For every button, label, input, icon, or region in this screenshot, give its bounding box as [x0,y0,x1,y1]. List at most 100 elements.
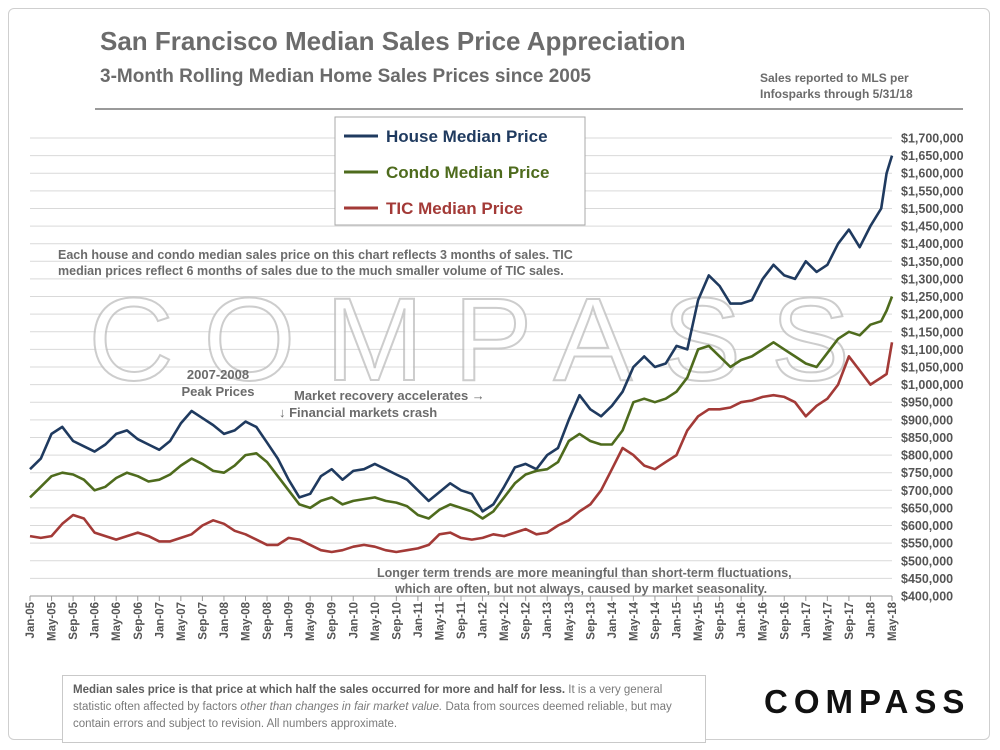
x-tick-label: Sep-11 [456,601,468,639]
x-tick-label: May-13 [564,602,576,641]
trend-note-line1: Longer term trends are more meaningful t… [377,566,792,580]
source-note-line2: Infosparks through 5/31/18 [760,87,913,101]
x-tick-label: Sep-07 [197,602,209,640]
x-tick-label: May-17 [822,602,834,641]
y-tick-label: $1,350,000 [901,255,964,269]
y-tick-label: $1,700,000 [901,132,964,146]
y-tick-label: $650,000 [901,501,953,515]
x-tick-label: May-07 [176,602,188,641]
legend-label-tic: TIC Median Price [386,199,523,218]
x-tick-label: Sep-17 [844,602,856,640]
y-tick-label: $1,150,000 [901,325,964,339]
gridlines [30,137,892,597]
x-tick-label: Sep-14 [650,601,662,639]
x-tick-label: May-14 [628,601,640,641]
x-tick-label: May-06 [111,602,123,641]
x-tick-label: Jan-16 [736,602,748,638]
y-tick-label: $800,000 [901,449,953,463]
y-tick-label: $550,000 [901,537,953,551]
house-series-line [29,155,894,513]
y-axis: $400,000 $450,000 $500,000 $550,000 $600,000… [901,132,964,604]
x-tick-label: May-15 [693,601,705,641]
y-tick-label: $1,450,000 [901,220,964,234]
y-tick-label: $500,000 [901,554,953,568]
x-tick-label: May-10 [370,602,382,641]
x-tick-label: Jan-09 [284,602,296,638]
x-axis: Jan-05 May-05 Sep-05 Jan-06 May-06 Sep-06 Jan-… [25,596,899,641]
trend-note-line2: which are often, but not always, caused … [394,582,767,596]
x-tick-label: Sep-16 [779,602,791,640]
peak-label-line1: 2007-2008 [187,367,249,382]
x-tick-label: Sep-10 [391,602,403,640]
y-tick-label: $1,050,000 [901,361,964,375]
y-tick-label: $1,400,000 [901,237,964,251]
y-tick-label: $900,000 [901,413,953,427]
footer-bold-text: Median sales price is that price at whic… [73,684,566,696]
note-line1: Each house and condo median sales price … [58,248,573,262]
x-tick-label: May-05 [47,601,59,641]
source-note-line1: Sales reported to MLS per [760,71,909,85]
x-tick-label: May-16 [758,602,770,641]
y-tick-label: $600,000 [901,519,953,533]
x-tick-label: Jan-08 [219,601,231,638]
x-tick-label: Jan-11 [413,601,425,637]
legend-label-condo: Condo Median Price [386,163,549,182]
y-tick-label: $1,200,000 [901,308,964,322]
y-tick-label: $700,000 [901,484,953,498]
x-tick-label: Jan-12 [478,602,490,638]
x-tick-label: May-09 [305,602,317,641]
x-tick-label: Jan-14 [607,601,619,638]
watermark-text: COMPASS [88,274,879,406]
footer-italic-text: other than changes in fair market value. [240,701,443,713]
y-tick-label: $950,000 [901,396,953,410]
y-tick-label: $1,600,000 [901,167,964,181]
x-tick-label: May-08 [241,601,253,641]
peak-label-line2: Peak Prices [181,384,254,399]
x-tick-label: Jan-10 [348,602,360,638]
x-tick-label: Sep-06 [133,602,145,640]
y-tick-label: $850,000 [901,431,953,445]
y-tick-label: $400,000 [901,590,953,604]
legend-label-house: House Median Price [386,127,548,146]
x-tick-label: Sep-09 [327,602,339,640]
x-tick-label: Jan-06 [90,602,102,638]
x-tick-label: Sep-05 [68,601,80,639]
y-tick-label: $1,100,000 [901,343,964,357]
crash-label: ↓ Financial markets crash [279,405,437,420]
x-tick-label: Sep-13 [585,602,597,640]
y-tick-label: $750,000 [901,466,953,480]
x-tick-label: May-11 [434,601,446,640]
x-tick-label: May-12 [499,602,511,641]
x-tick-label: Jan-15 [672,601,684,638]
compass-logo: COMPASS [764,683,971,720]
footer-disclaimer: Median sales price is that price at whic… [62,675,706,743]
y-tick-label: $450,000 [901,572,953,586]
x-tick-label: Jan-13 [542,602,554,638]
x-tick-label: Jan-17 [801,602,813,638]
x-tick-label: Jan-07 [154,602,166,638]
x-tick-label: Sep-15 [715,601,727,639]
x-tick-label: Jan-18 [865,601,877,638]
annotations: Each house and condo median sales price … [58,248,792,596]
page-title: San Francisco Median Sales Price Appreci… [100,26,686,56]
condo-series-line [29,296,894,520]
y-tick-label: $1,650,000 [901,149,964,163]
y-tick-label: $1,250,000 [901,290,964,304]
y-tick-label: $1,000,000 [901,378,964,392]
legend: House Median Price Condo Median Price TI… [334,116,586,226]
series-lines [29,155,894,554]
y-tick-label: $1,500,000 [901,202,964,216]
x-tick-label: May-18 [887,601,899,641]
tic-series-line [29,342,894,554]
footer-text-b: Data from sources deemed reliable, but m… [73,701,672,730]
header-divider [95,108,963,110]
y-tick-label: $1,300,000 [901,272,964,286]
note-line2: median prices reflect 6 months of sales … [58,264,564,278]
source-note: Sales reported to MLS per Infosparks thr… [760,70,960,102]
recovery-label: Market recovery accelerates → [294,388,485,403]
x-tick-label: Jan-05 [25,601,37,638]
footer-text-a: It is a very general statistic often aff… [73,684,663,713]
page-subtitle: 3-Month Rolling Median Home Sales Prices… [100,66,591,87]
x-tick-label: Sep-08 [262,601,274,639]
